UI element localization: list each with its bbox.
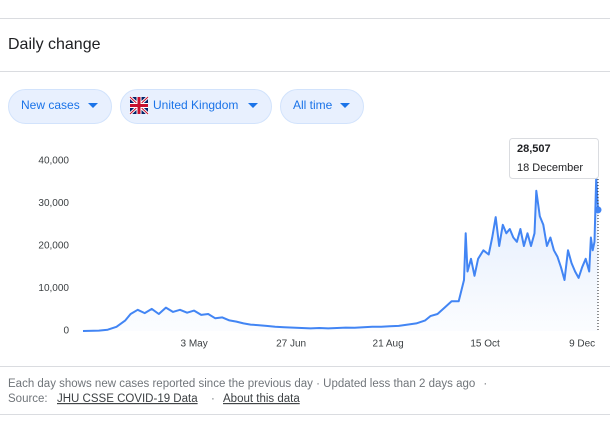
chip-label[interactable]: All time [293,98,333,112]
tooltip: 28,507 18 December [509,138,599,179]
y-tick-label: 40,000 [38,156,69,167]
chip-label[interactable]: New cases [21,98,80,112]
x-tick-label: 15 Oct [470,339,500,350]
uk-flag [128,95,150,116]
about-link[interactable]: About this data [223,393,300,405]
area [83,178,598,331]
dropdown-arrow [88,103,98,108]
y-tick-label: 30,000 [38,198,69,209]
source-link[interactable]: JHU CSSE COVID-19 Data [57,393,198,405]
chip-label[interactable]: United Kingdom [153,98,238,112]
plot: 0 10,000 20,000 30,000 40,000 3 May 27 Jun 21 A… [38,138,602,350]
filter-chip[interactable]: United Kingdom [120,89,272,124]
source-label: Source: [8,393,48,405]
tooltip-box [509,138,599,179]
tooltip-date: 18 December [517,162,583,174]
x-tick-label: 27 Jun [276,339,306,350]
filter-chip[interactable]: All time [280,89,364,124]
x-tick-label: 9 Dec [569,339,595,350]
filter-chip[interactable]: New cases [8,89,112,124]
hover-dot [594,206,602,214]
title: Daily change [8,36,101,53]
dropdown-arrow [340,103,350,108]
line [82,177,599,332]
y-tick-label: 0 [63,326,69,337]
separator: · [211,393,215,405]
dropdown-arrow [248,103,258,108]
y-tick-label: 20,000 [38,241,69,252]
footer-note: Each day shows new cases reported since … [8,378,487,390]
x-tick-label: 21 Aug [373,339,404,350]
y-tick-label: 10,000 [38,283,69,294]
tooltip-value: 28,507 [517,143,551,155]
x-tick-label: 3 May [180,339,207,350]
